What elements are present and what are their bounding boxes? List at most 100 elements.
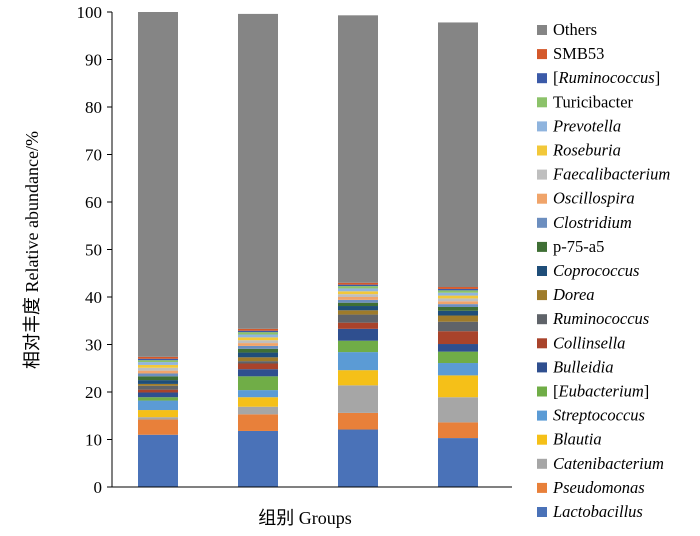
legend-item: Clostridium: [537, 213, 632, 232]
legend-swatch: [537, 314, 547, 325]
y-axis-label: 相对丰度 Relative abundance/%: [22, 131, 42, 369]
bar-segment-3-18: [338, 286, 378, 289]
bar-segment-1-7: [138, 392, 178, 398]
legend-swatch: [537, 169, 547, 180]
bar-segment-2-17: [238, 334, 278, 338]
bar-segment-2-9: [238, 361, 278, 364]
bar-segment-4-18: [438, 290, 478, 293]
bar-group-2: [238, 13, 278, 487]
legend-swatch: [537, 241, 547, 252]
axes-layer: 0 10 20 30 40 50 60 70 80 90 100: [77, 3, 512, 497]
legend-item: SMB53: [537, 44, 604, 63]
bar-segment-4-8: [438, 331, 478, 345]
bar-segment-3-20: [338, 282, 378, 285]
bar-segment-3-7: [338, 328, 378, 341]
bar-segment-4-2: [438, 422, 478, 439]
bar-segment-2-18: [238, 332, 278, 335]
bar-segment-1-2: [138, 419, 178, 435]
legend-item: [Ruminococcus]: [537, 68, 660, 87]
bar-segment-4-10: [438, 315, 478, 322]
bar-segment-3-9: [338, 314, 378, 323]
bar-segment-1-21: [138, 12, 178, 357]
legend: Others SMB53 [Ruminococcus] Turicibacter Pre…: [537, 20, 670, 521]
legend-swatch: [537, 338, 547, 349]
bar-segment-2-13: [238, 345, 278, 349]
bar-segment-1-16: [138, 364, 178, 368]
legend-item: Bulleidia: [537, 357, 614, 376]
bar-segment-2-5: [238, 390, 278, 398]
legend-label: Blautia: [553, 430, 602, 449]
bar-segment-1-13: [138, 373, 178, 377]
bar-segment-1-20: [138, 356, 178, 359]
bar-segment-3-3: [338, 385, 378, 413]
bar-segment-2-4: [238, 397, 278, 407]
legend-item: [Eubacterium]: [537, 382, 649, 401]
bar-segment-2-2: [238, 414, 278, 431]
bar-segment-3-5: [338, 352, 378, 371]
bar-segment-3-1: [338, 429, 378, 487]
legend-label: p-75-a5: [553, 237, 604, 256]
legend-item: Lactobacillus: [537, 502, 643, 521]
legend-label: Others: [553, 20, 597, 39]
legend-item: Pseudomonas: [537, 478, 645, 497]
legend-swatch: [537, 482, 547, 493]
x-axis-label: 组别 Groups: [258, 508, 352, 528]
bar-segment-2-12: [238, 348, 278, 353]
y-tick-label: 20: [85, 383, 102, 402]
y-tick-label: 100: [77, 3, 103, 22]
legend-swatch: [537, 410, 547, 421]
bar-segment-4-11: [438, 310, 478, 316]
legend-swatch: [537, 507, 547, 517]
y-tick-label: 10: [85, 431, 102, 450]
bar-segment-2-11: [238, 352, 278, 358]
legend-swatch: [537, 362, 547, 373]
legend-swatch: [537, 25, 547, 35]
bars-layer: [138, 12, 478, 487]
bar-segment-1-3: [138, 417, 178, 420]
bar-segment-1-6: [138, 397, 178, 401]
legend-swatch: [537, 145, 547, 156]
legend-label: Pseudomonas: [552, 478, 645, 497]
legend-label: Bulleidia: [553, 357, 614, 376]
legend-item: Dorea: [537, 285, 595, 304]
bar-segment-3-13: [338, 299, 378, 303]
legend-item: p-75-a5: [537, 237, 604, 256]
bar-segment-4-13: [438, 304, 478, 307]
bar-group-1: [138, 12, 178, 487]
legend-swatch: [537, 458, 547, 469]
bar-segment-3-4: [338, 370, 378, 386]
bar-segment-1-4: [138, 410, 178, 418]
bar-segment-2-3: [238, 406, 278, 415]
legend-swatch: [537, 217, 547, 228]
bar-segment-4-21: [438, 22, 478, 288]
legend-item: Prevotella: [537, 116, 621, 135]
bar-segment-3-11: [338, 306, 378, 311]
legend-label: Lactobacillus: [552, 502, 643, 521]
legend-label: Dorea: [552, 285, 595, 304]
legend-item: Catenibacterium: [537, 454, 664, 473]
bar-segment-2-6: [238, 376, 278, 391]
bar-segment-2-19: [238, 330, 278, 333]
y-tick-label: 90: [85, 51, 102, 70]
bar-segment-3-12: [338, 302, 378, 307]
bar-segment-2-15: [238, 340, 278, 344]
bar-segment-1-14: [138, 370, 178, 374]
legend-swatch: [537, 290, 547, 301]
legend-label: Catenibacterium: [553, 454, 664, 473]
legend-item: Collinsella: [537, 333, 625, 352]
bar-segment-2-16: [238, 337, 278, 341]
bar-segment-1-9: [138, 385, 178, 390]
bar-segment-2-14: [238, 343, 278, 346]
legend-swatch: [537, 193, 547, 204]
bar-segment-1-1: [138, 434, 178, 487]
bar-segment-1-19: [138, 358, 178, 361]
bar-segment-2-21: [238, 13, 278, 329]
legend-item: Coprococcus: [537, 261, 639, 280]
bar-segment-4-17: [438, 292, 478, 296]
bar-segment-1-5: [138, 400, 178, 411]
legend-label: Faecalibacterium: [552, 165, 670, 184]
bar-segment-3-16: [338, 291, 378, 295]
bar-segment-4-20: [438, 287, 478, 289]
bar-segment-3-21: [338, 15, 378, 283]
